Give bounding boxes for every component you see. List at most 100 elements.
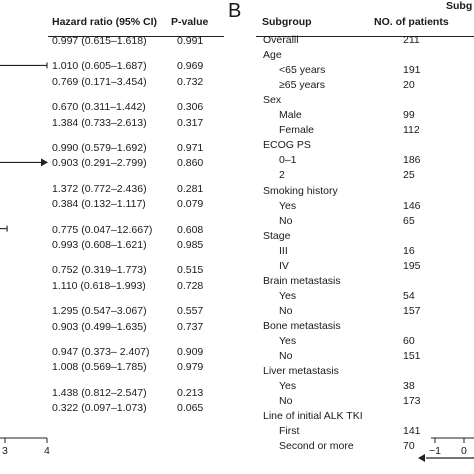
patient-count: 186	[403, 154, 421, 167]
subgroup-item: No	[279, 214, 293, 227]
p-value: 0.909	[177, 346, 204, 358]
hr-ci-value: 1.010 (0.605–1.687)	[52, 60, 147, 73]
p-value: 0.065	[177, 402, 204, 415]
patient-count: 146	[403, 199, 421, 212]
p-value-column-header: P-value	[171, 16, 209, 28]
hr-ci-value: 1.438 (0.812–2.547)	[52, 386, 147, 399]
panel-a-header-rule	[48, 36, 224, 37]
subgroup-item: Second or more	[279, 440, 354, 453]
p-value: 0.969	[177, 60, 204, 73]
panel-b-cut-heading: Subg	[446, 0, 473, 12]
subgroup-category: Sex	[263, 94, 282, 107]
p-value: 0.317	[177, 116, 204, 129]
p-value: 0.737	[177, 320, 204, 333]
subgroup-item: <65 years	[279, 64, 326, 77]
hr-ci-value: 1.384 (0.733–2.613)	[52, 116, 147, 129]
patient-count: 195	[403, 259, 421, 272]
hr-column-header: Hazard ratio (95% CI)	[52, 16, 158, 28]
patients-column-header: NO. of patients	[374, 16, 449, 28]
subgroup-item: First	[279, 425, 300, 438]
patient-count: 60	[403, 335, 415, 347]
hr-ci-value: 1.295 (0.547–3.067)	[52, 305, 147, 318]
p-value: 0.979	[177, 361, 204, 374]
panel-b-header-rule	[256, 36, 474, 37]
patient-count: 141	[403, 425, 421, 438]
p-value: 0.971	[177, 142, 204, 154]
p-value: 0.306	[177, 101, 204, 114]
p-value: 0.985	[177, 239, 204, 251]
subgroup-item: IV	[279, 259, 289, 272]
hr-ci-value: 0.775 (0.047–12.667)	[52, 223, 153, 236]
subgroup-category: Overalll	[263, 34, 299, 46]
p-value: 0.281	[177, 182, 204, 195]
p-value: 0.728	[177, 279, 204, 292]
subgroup-category: Age	[263, 49, 282, 62]
hr-ci-value: 0.990 (0.579–1.692)	[52, 142, 147, 154]
hr-ci-value: 0.384 (0.132–1.117)	[52, 198, 146, 211]
subgroup-item: Yes	[279, 380, 297, 393]
patient-count: 211	[403, 34, 420, 46]
subgroup-item: ≥65 years	[279, 79, 326, 92]
subgroup-item: 0–1	[279, 154, 297, 167]
patient-count: 151	[403, 350, 421, 363]
panel-a-x-tick-label: 3	[2, 445, 8, 457]
p-value: 0.515	[177, 264, 204, 277]
patient-count: 173	[403, 395, 421, 408]
p-value: 0.557	[177, 305, 204, 318]
subgroup-column-header: Subgroup	[262, 16, 312, 28]
patient-count: 25	[403, 169, 415, 182]
subgroup-item: No	[279, 395, 293, 408]
subgroup-item: Yes	[279, 289, 297, 302]
hr-ci-value: 1.110 (0.618–1.993)	[52, 279, 146, 292]
patient-count: 99	[403, 109, 415, 122]
patient-count: 38	[403, 380, 415, 393]
p-value: 0.732	[177, 75, 204, 88]
subgroup-category: Brain metastasis	[263, 274, 341, 287]
patient-count: 20	[403, 79, 415, 92]
hr-ci-value: 0.903 (0.291–2.799)	[52, 157, 147, 170]
subgroup-item: Yes	[279, 335, 297, 347]
subgroup-category: Line of initial ALK TKI	[263, 410, 363, 423]
hr-ci-value: 0.903 (0.499–1.635)	[52, 320, 147, 333]
panel-b-x-tick-label: 0	[461, 445, 467, 457]
hr-ci-value: 0.670 (0.311–1.442)	[52, 101, 146, 114]
patient-count: 54	[403, 289, 415, 302]
subgroup-item: Male	[279, 109, 302, 122]
subgroup-item: Female	[279, 124, 315, 137]
subgroup-item: Yes	[279, 199, 297, 212]
patient-count: 191	[403, 64, 421, 77]
panel-a-ci-arrow	[41, 158, 48, 167]
panel-a-x-tick-label: 4	[44, 445, 50, 457]
subgroup-category: Bone metastasis	[263, 319, 341, 332]
subgroup-item: III	[279, 244, 288, 257]
p-value: 0.608	[177, 223, 204, 236]
hr-ci-value: 0.947 (0.373– 2.407)	[52, 346, 150, 358]
subgroup-item: No	[279, 350, 293, 363]
panel-b-x-tick-label: −1	[429, 445, 441, 457]
patient-count: 65	[403, 214, 415, 227]
panel-b-direction-arrow	[418, 454, 425, 462]
p-value: 0.079	[177, 198, 204, 211]
subgroup-category: Smoking history	[263, 184, 338, 197]
hr-ci-value: 0.993 (0.608–1.621)	[52, 239, 147, 251]
hr-ci-value: 1.008 (0.569–1.785)	[52, 361, 147, 374]
subgroup-item: No	[279, 304, 293, 317]
subgroup-category: ECOG PS	[263, 139, 311, 152]
patient-count: 70	[403, 440, 415, 453]
subgroup-item: 2	[279, 169, 285, 182]
patient-count: 112	[403, 124, 420, 137]
subgroup-category: Stage	[263, 229, 291, 242]
hr-ci-value: 0.752 (0.319–1.773)	[52, 264, 147, 277]
p-value: 0.860	[177, 157, 204, 170]
hr-ci-value: 1.372 (0.772–2.436)	[52, 182, 147, 195]
hr-ci-value: 0.997 (0.615–1.618)	[52, 35, 147, 47]
p-value: 0.991	[177, 35, 204, 47]
hr-ci-value: 0.769 (0.171–3.454)	[52, 75, 147, 88]
subgroup-category: Liver metastasis	[263, 365, 339, 378]
patient-count: 157	[403, 304, 421, 317]
p-value: 0.213	[177, 386, 204, 399]
patient-count: 16	[403, 244, 415, 257]
hr-ci-value: 0.322 (0.097–1.073)	[52, 402, 147, 415]
